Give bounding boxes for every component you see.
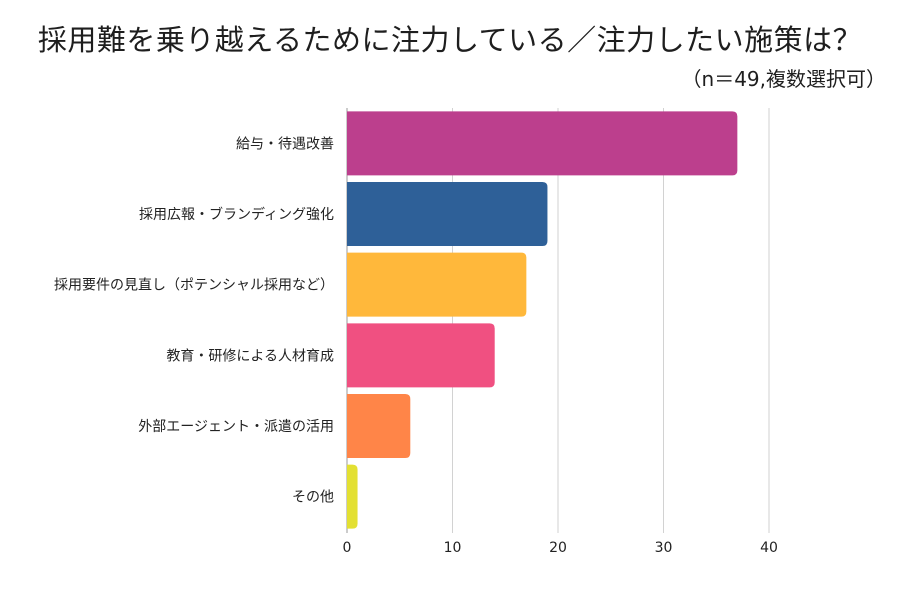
bar-6 <box>347 464 358 529</box>
x-tick-label: 0 <box>343 540 352 556</box>
chart-subtitle: （n＝49,複数選択可） <box>681 67 886 91</box>
x-axis-ticks: 0 10 20 30 40 <box>343 540 778 556</box>
bar-2 <box>347 182 548 246</box>
grid-lines <box>346 108 770 533</box>
x-tick-label: 30 <box>655 540 673 556</box>
bars <box>347 111 738 529</box>
bar-5 <box>347 394 411 458</box>
category-label: 教育・研修による人材育成 <box>166 348 334 364</box>
category-labels: 給与・待遇改善採用広報・ブランディング強化採用要件の見直し（ポテンシャル採用など… <box>54 136 334 505</box>
chart-title: 採用難を乗り越えるために注力している／注力したい施策は？ <box>37 23 863 57</box>
category-label: 給与・待遇改善 <box>236 136 334 152</box>
x-tick-label: 40 <box>760 540 778 556</box>
bar-3 <box>347 252 527 317</box>
bar-1 <box>347 111 738 176</box>
bar-4 <box>347 323 495 388</box>
category-label: その他 <box>292 490 334 506</box>
category-label: 採用要件の見直し（ポテンシャル採用など） <box>54 277 334 294</box>
x-tick-label: 10 <box>444 540 462 556</box>
category-label: 外部エージェント・派遣の活用 <box>138 419 334 435</box>
x-tick-label: 20 <box>549 540 567 556</box>
category-label: 採用広報・ブランディング強化 <box>139 206 334 223</box>
